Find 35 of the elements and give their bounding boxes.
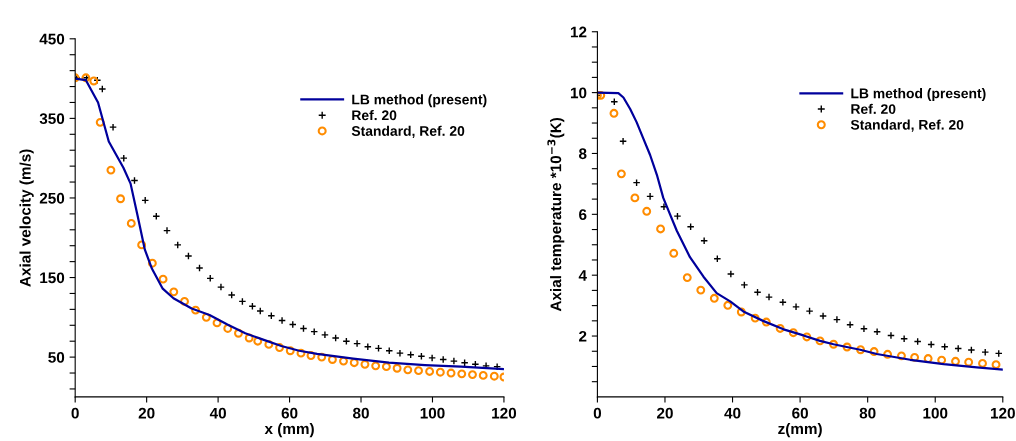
y-axis-title: Axial velocity (m/s)	[19, 149, 34, 287]
y-tick-label: 150	[40, 272, 65, 284]
y-tick-label: 12	[570, 26, 587, 38]
x-tick-label: 120	[991, 407, 1015, 419]
y-tick-label: 4	[578, 270, 587, 281]
y-tick-label: 350	[39, 113, 65, 125]
legend-label: LB method (present)	[352, 94, 487, 108]
y-tick-label: 10	[570, 87, 587, 99]
x-tick-label: 100	[420, 407, 445, 419]
legend-label: Ref. 20	[352, 110, 397, 121]
x-tick-label: 0	[593, 407, 602, 419]
y-tick-label: 250	[39, 192, 65, 204]
y-tick-label: 6	[579, 209, 587, 221]
x-tick-label: 0	[71, 407, 79, 419]
y-tick-label: 50	[48, 351, 65, 363]
y-tick-label: 450	[39, 33, 65, 45]
x-axis-title: z(mm)	[778, 422, 822, 438]
x-tick-label: 20	[138, 407, 155, 419]
x-tick-label: 60	[792, 407, 808, 419]
x-tick-label: 120	[492, 407, 517, 419]
legend-label: Standard, Ref. 20	[351, 125, 465, 138]
x-tick-label: 80	[859, 407, 876, 419]
x-tick-label: 20	[657, 407, 673, 419]
x-tick-label: 60	[281, 407, 298, 419]
y-tick-label: 2	[579, 330, 587, 342]
legend-label: Ref. 20	[851, 103, 896, 114]
x-tick-label: 40	[724, 407, 741, 419]
legend-label: Standard, Ref. 20	[850, 119, 964, 132]
x-axis-title: x (mm)	[264, 422, 314, 438]
x-tick-label: 100	[923, 407, 948, 419]
x-tick-label: 40	[209, 407, 226, 419]
x-tick-label: 80	[353, 407, 369, 419]
legend-label: LB method (present)	[851, 88, 986, 102]
y-axis-title: Axial temperature *10$^{−3}$(K)	[547, 117, 565, 312]
y-tick-label: 8	[578, 148, 587, 160]
